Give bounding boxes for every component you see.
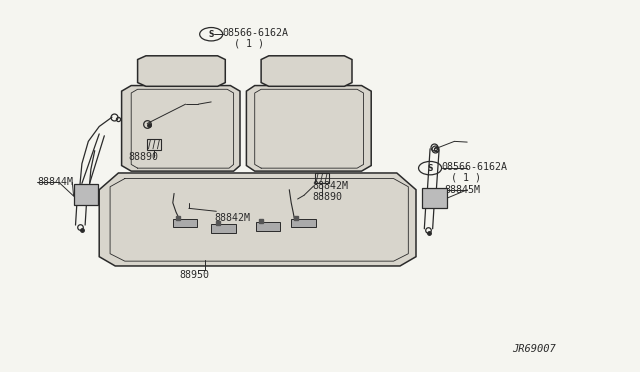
Bar bbox=[315, 173, 329, 183]
Polygon shape bbox=[122, 86, 240, 171]
Text: 88844M: 88844M bbox=[37, 177, 73, 187]
Bar bbox=[291, 219, 316, 227]
Bar bbox=[74, 184, 98, 205]
Polygon shape bbox=[99, 173, 416, 266]
Bar bbox=[256, 222, 280, 231]
Text: S: S bbox=[428, 164, 433, 173]
Text: 08566-6162A: 08566-6162A bbox=[223, 29, 289, 38]
Bar bbox=[211, 224, 236, 232]
Text: 88842M: 88842M bbox=[312, 181, 348, 191]
Polygon shape bbox=[246, 86, 371, 171]
Text: ( 1 ): ( 1 ) bbox=[451, 173, 481, 183]
Text: S: S bbox=[209, 30, 214, 39]
Bar bbox=[173, 219, 197, 227]
Polygon shape bbox=[138, 56, 225, 86]
Text: 88845M: 88845M bbox=[445, 185, 481, 195]
Text: 88842M: 88842M bbox=[214, 213, 250, 222]
Text: 88890: 88890 bbox=[312, 192, 342, 202]
Bar bbox=[147, 139, 161, 150]
Text: JR69007: JR69007 bbox=[512, 344, 556, 354]
Polygon shape bbox=[261, 56, 352, 86]
Text: ( 1 ): ( 1 ) bbox=[234, 39, 264, 49]
Bar bbox=[422, 188, 447, 208]
Text: 88950: 88950 bbox=[179, 270, 209, 280]
Text: 08566-6162A: 08566-6162A bbox=[442, 163, 508, 172]
Text: 88890: 88890 bbox=[128, 152, 158, 162]
